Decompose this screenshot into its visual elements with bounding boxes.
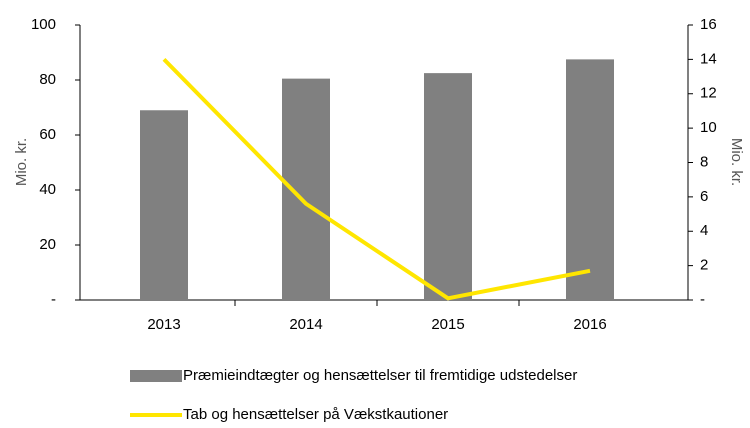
y-tick-label: 60 [39,126,56,143]
y2-tick-label: 4 [700,222,708,239]
y2-tick-label: 6 [700,188,708,205]
y-tick-label: - [51,291,56,308]
bar [424,73,472,300]
line [162,57,591,301]
y-tick-label: 80 [39,71,56,88]
y-tick-label: 100 [31,16,56,33]
y2-tick-label: 2 [700,257,708,274]
x-tick-label: 2016 [573,316,606,333]
bar [140,110,188,300]
y2-tick-label: 14 [700,50,717,67]
x-tick-label: 2015 [431,316,464,333]
y2-tick-label: 10 [700,119,717,136]
legend-swatch [130,370,182,382]
x-tick-label: 2014 [289,316,322,333]
y-tick-label: 40 [39,181,56,198]
y2-tick-label: 16 [700,16,717,33]
x-tick-label: 2013 [147,316,180,333]
y2-tick-label: 12 [700,85,717,102]
y-axis-label: Mio. kr. [13,138,30,186]
bar [566,59,614,300]
y2-tick-label: 8 [700,153,708,170]
legend-label: Tab og hensættelser på Vækstkautioner [183,406,448,423]
legend-label: Præmieindtægter og hensættelser til frem… [183,367,577,384]
y2-tick-label: - [700,291,705,308]
y2-axis-label: Mio. kr. [728,138,745,186]
y-tick-label: 20 [39,236,56,253]
